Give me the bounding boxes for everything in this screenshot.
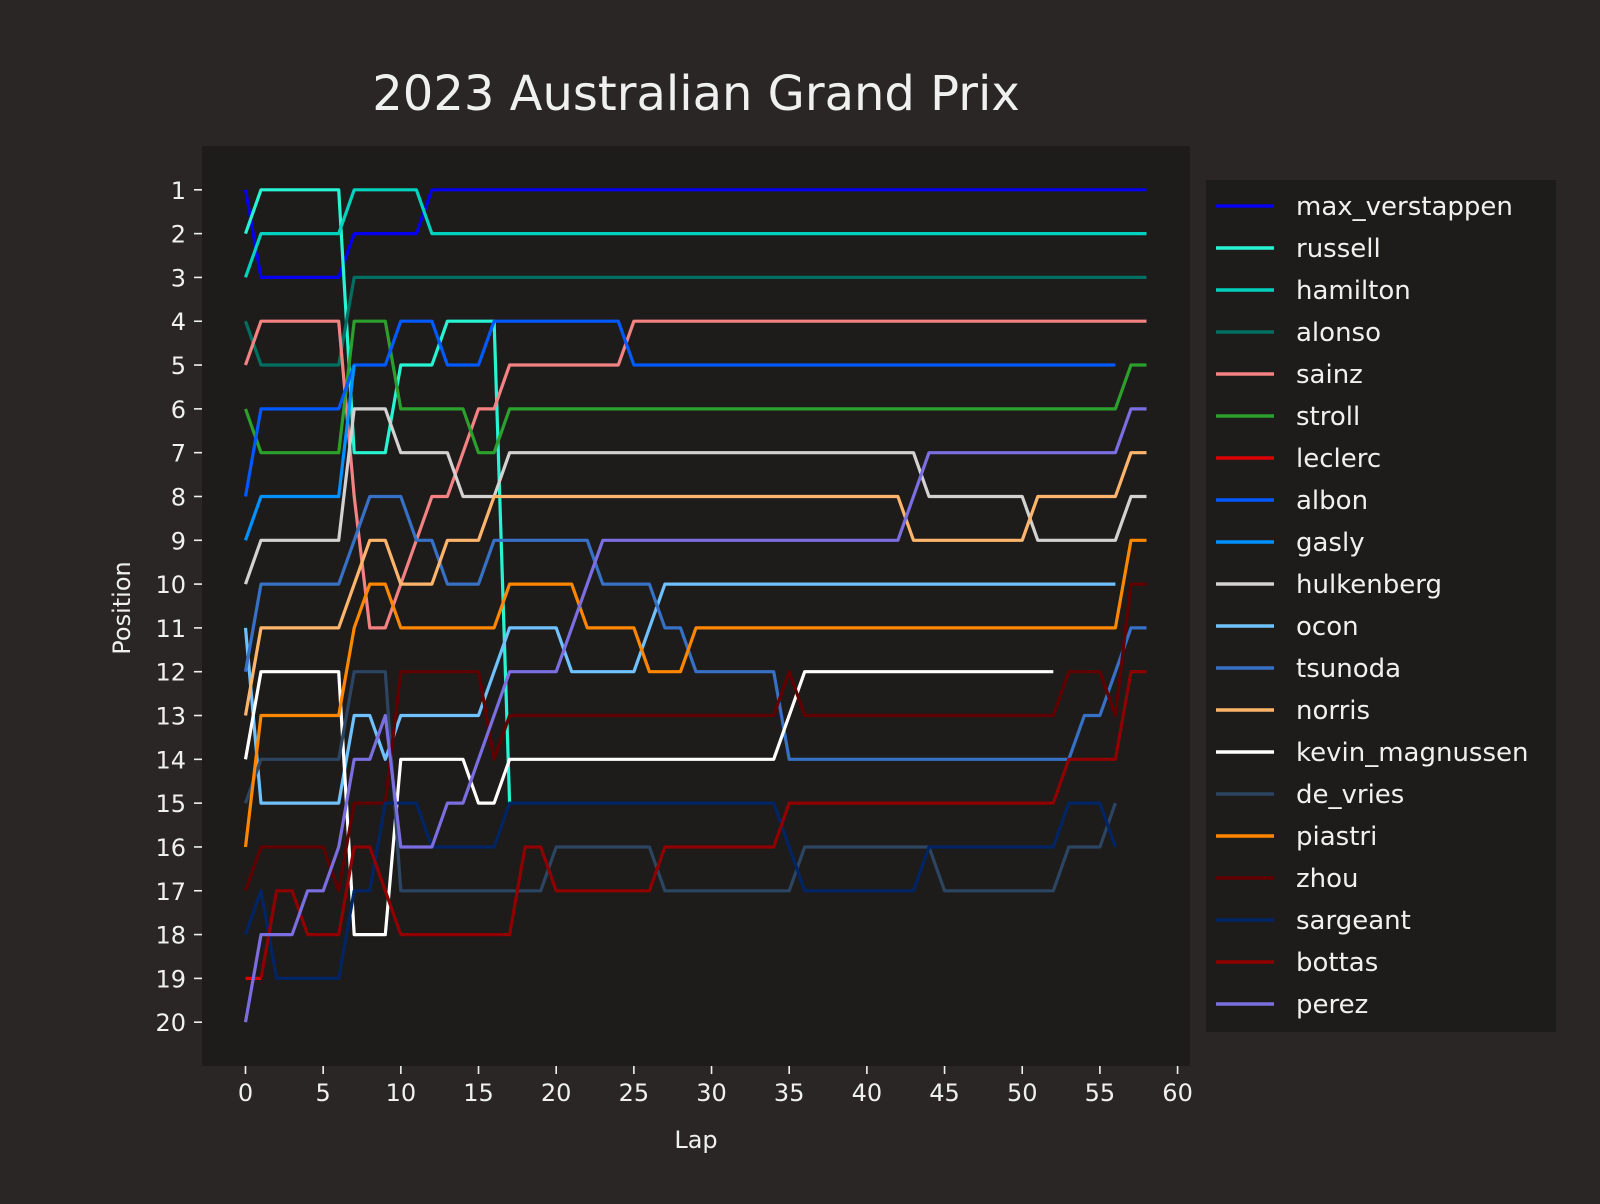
y-tick-label: 1	[171, 177, 186, 205]
series-line-sargeant	[243, 801, 1117, 980]
series-line-alonso	[243, 275, 1147, 367]
legend-entry: gasly	[1296, 528, 1365, 558]
series-line-bottas	[259, 670, 1147, 979]
series-line-stroll	[243, 319, 1147, 455]
x-tick-label: 40	[852, 1079, 883, 1107]
y-tick-label: 17	[155, 878, 186, 906]
series-lines	[243, 188, 1147, 1023]
legend-entry: kevin_magnussen	[1296, 738, 1529, 768]
legend-entry: sainz	[1296, 360, 1363, 390]
series-line-norris	[243, 451, 1147, 716]
y-tick-label: 11	[155, 615, 186, 643]
legend-entry: stroll	[1296, 402, 1360, 432]
y-tick-label: 14	[155, 746, 186, 774]
y-tick-label: 19	[155, 965, 186, 993]
series-line-albon	[243, 319, 1116, 497]
legend-entry: sargeant	[1296, 906, 1411, 936]
legend-entry: albon	[1296, 486, 1368, 516]
series-line-russell	[243, 188, 512, 804]
y-tick-label: 13	[155, 703, 186, 731]
x-tick-label: 0	[238, 1079, 253, 1107]
y-tick-label: 12	[155, 659, 186, 687]
chart-title: 2023 Australian Grand Prix	[372, 66, 1019, 122]
legend-box	[1206, 180, 1556, 1032]
legend-entry: ocon	[1296, 612, 1359, 642]
y-tick-label: 5	[171, 352, 186, 380]
y-tick-label: 6	[171, 396, 186, 424]
series-line-zhou	[243, 582, 1147, 893]
x-tick-label: 35	[774, 1079, 805, 1107]
series-line-gasly	[243, 364, 356, 541]
x-axis: 0 5 10 15 20 25 30 35 40 45 50 55 60	[238, 1066, 1193, 1107]
legend-entry: piastri	[1296, 822, 1377, 852]
legend-entry: norris	[1296, 696, 1370, 726]
series-line-piastri	[243, 538, 1147, 848]
y-tick-label: 18	[155, 922, 186, 950]
legend-entry: russell	[1296, 234, 1381, 264]
series-line-max-verstappen	[243, 188, 1147, 279]
y-tick-label: 9	[171, 527, 186, 555]
x-tick-label: 30	[696, 1079, 727, 1107]
legend-entry: tsunoda	[1296, 654, 1401, 684]
y-tick-label: 7	[171, 440, 186, 468]
y-tick-label: 10	[155, 571, 186, 599]
x-tick-label: 50	[1007, 1079, 1038, 1107]
series-line-sainz	[243, 319, 1147, 630]
x-tick-label: 60	[1162, 1079, 1193, 1107]
y-tick-label: 8	[171, 483, 186, 511]
y-tick-label: 15	[155, 790, 186, 818]
series-line-perez	[243, 407, 1147, 1023]
series-line-hamilton	[243, 188, 1147, 278]
y-axis-label: Position	[108, 561, 136, 654]
x-tick-label: 45	[929, 1079, 960, 1107]
y-tick-label: 3	[171, 264, 186, 292]
x-tick-label: 55	[1085, 1079, 1116, 1107]
y-tick-label: 20	[155, 1009, 186, 1037]
series-line-tsunoda	[243, 494, 1147, 761]
legend-entry: max_verstappen	[1296, 192, 1513, 222]
y-tick-label: 4	[171, 308, 186, 336]
legend-entry: hamilton	[1296, 276, 1411, 306]
legend-entry: alonso	[1296, 318, 1381, 348]
series-line-kevin-magnussen	[243, 670, 1054, 937]
legend-entry: leclerc	[1296, 444, 1381, 474]
x-tick-label: 15	[463, 1079, 494, 1107]
legend-entry: hulkenberg	[1296, 570, 1442, 600]
plot-area	[202, 146, 1190, 1066]
legend-entry: perez	[1296, 990, 1368, 1020]
legend-entry: zhou	[1296, 864, 1359, 894]
legend-entry: bottas	[1296, 948, 1378, 978]
legend-entry: de_vries	[1296, 780, 1404, 810]
series-line-ocon	[243, 582, 1116, 805]
x-tick-label: 10	[386, 1079, 417, 1107]
y-tick-label: 16	[155, 834, 186, 862]
x-tick-label: 25	[619, 1079, 650, 1107]
x-axis-label: Lap	[674, 1126, 717, 1154]
x-tick-label: 5	[316, 1079, 331, 1107]
x-tick-label: 20	[541, 1079, 572, 1107]
y-tick-label: 2	[171, 221, 186, 249]
